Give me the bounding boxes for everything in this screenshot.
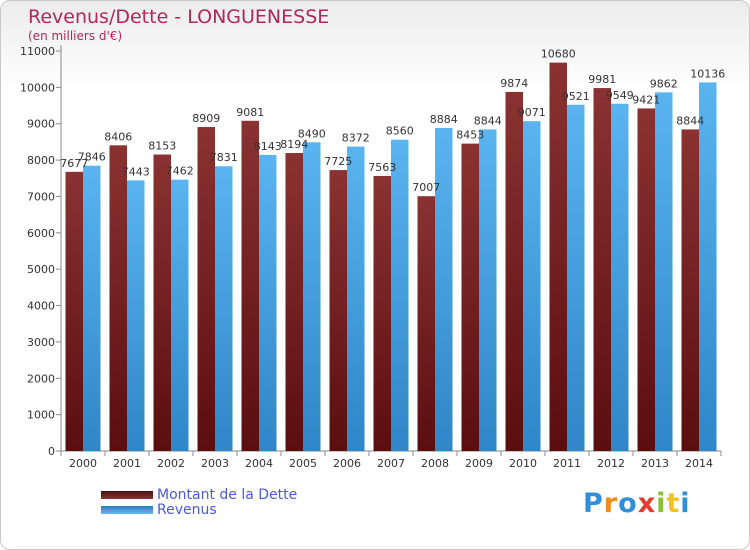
x-tick-label: 2008 <box>421 457 449 470</box>
data-label-revenus-2001: 7443 <box>122 165 150 178</box>
data-label-dette-2011: 10680 <box>541 48 576 61</box>
bar-dette-2006 <box>329 170 347 451</box>
proxiti-logo: Proxiti <box>583 488 691 519</box>
bar-dette-2004 <box>241 120 259 452</box>
bar-dette-2010 <box>505 91 523 451</box>
x-tick-label: 2011 <box>553 457 581 470</box>
y-tick-label: 7000 <box>27 190 55 203</box>
legend-item-revenus: Revenus <box>101 502 217 518</box>
bar-dette-2000 <box>65 171 83 451</box>
legend-swatch-dette <box>101 491 153 499</box>
bar-dette-2012 <box>593 88 611 452</box>
chart-title: Revenus/Dette - LONGUENESSE <box>28 6 330 28</box>
data-label-dette-2009: 8453 <box>456 129 484 142</box>
bar-revenus-2009 <box>479 129 497 451</box>
data-label-dette-2007: 7563 <box>368 161 396 174</box>
data-label-revenus-2014: 10136 <box>690 67 725 80</box>
data-label-revenus-2009: 8844 <box>474 114 502 127</box>
data-label-dette-2005: 8194 <box>280 138 308 151</box>
data-label-dette-2000: 7677 <box>60 157 88 170</box>
y-tick-label: 1000 <box>27 409 55 422</box>
bar-dette-2005 <box>285 153 303 451</box>
x-tick-label: 2000 <box>69 457 97 470</box>
x-tick-label: 2001 <box>113 457 141 470</box>
x-tick-label: 2006 <box>333 457 361 470</box>
data-label-revenus-2010: 9071 <box>518 106 546 119</box>
bar-revenus-2001 <box>127 180 145 451</box>
bar-dette-2003 <box>197 127 215 451</box>
bar-revenus-2010 <box>523 121 541 452</box>
bar-revenus-2014 <box>699 82 717 451</box>
x-tick-label: 2003 <box>201 457 229 470</box>
data-label-dette-2006: 7725 <box>324 155 352 168</box>
y-tick-label: 5000 <box>27 263 55 276</box>
data-label-revenus-2003: 7831 <box>210 151 238 164</box>
x-tick-label: 2010 <box>509 457 537 470</box>
y-tick-label: 4000 <box>27 300 55 313</box>
x-tick-label: 2014 <box>685 457 713 470</box>
chart-subtitle: (en milliers d'€) <box>28 29 123 43</box>
legend-label-revenus: Revenus <box>157 502 217 518</box>
data-label-revenus-2007: 8560 <box>386 125 414 138</box>
legend-item-dette: Montant de la Dette <box>101 487 297 503</box>
bar-dette-2013 <box>637 108 655 451</box>
data-label-revenus-2012: 9549 <box>606 89 634 102</box>
legend-swatch-revenus <box>101 506 153 514</box>
bar-revenus-2008 <box>435 127 453 451</box>
data-label-dette-2003: 8909 <box>192 112 220 125</box>
data-label-revenus-2004: 8143 <box>254 140 282 153</box>
y-tick-label: 6000 <box>27 227 55 240</box>
bar-revenus-2012 <box>611 103 629 451</box>
data-label-dette-2012: 9981 <box>588 73 616 86</box>
x-tick-label: 2007 <box>377 457 405 470</box>
data-label-revenus-2000: 7846 <box>78 151 106 164</box>
bar-revenus-2011 <box>567 104 585 452</box>
data-label-dette-2013: 9421 <box>632 93 660 106</box>
data-label-dette-2002: 8153 <box>148 140 176 153</box>
y-tick-label: 9000 <box>27 118 55 131</box>
bar-revenus-2000 <box>83 165 101 451</box>
data-label-dette-2014: 8844 <box>676 114 704 127</box>
bar-dette-2009 <box>461 143 479 452</box>
x-tick-label: 2002 <box>157 457 185 470</box>
x-tick-label: 2009 <box>465 457 493 470</box>
data-label-revenus-2002: 7462 <box>166 165 194 178</box>
bar-revenus-2003 <box>215 166 233 451</box>
bar-revenus-2013 <box>655 92 673 451</box>
y-tick-label: 11000 <box>20 45 55 58</box>
data-label-dette-2008: 7007 <box>412 181 440 194</box>
data-label-dette-2001: 8406 <box>104 130 132 143</box>
bar-revenus-2005 <box>303 142 321 452</box>
bar-dette-2007 <box>373 175 391 451</box>
y-tick-label: 2000 <box>27 372 55 385</box>
data-label-dette-2004: 9081 <box>236 106 264 119</box>
bar-dette-2014 <box>681 129 699 451</box>
data-label-dette-2010: 9874 <box>500 77 528 90</box>
bar-revenus-2002 <box>171 179 189 451</box>
bar-dette-2008 <box>417 196 435 451</box>
bar-dette-2002 <box>153 154 171 451</box>
y-tick-label: 0 <box>48 445 55 458</box>
data-label-revenus-2008: 8884 <box>430 113 458 126</box>
bar-revenus-2004 <box>259 154 277 451</box>
x-tick-label: 2005 <box>289 457 317 470</box>
x-tick-label: 2004 <box>245 457 273 470</box>
data-label-revenus-2011: 9521 <box>562 90 590 103</box>
bar-revenus-2007 <box>391 139 409 451</box>
data-label-revenus-2013: 9862 <box>650 77 678 90</box>
data-label-revenus-2005: 8490 <box>298 127 326 140</box>
legend-label-dette: Montant de la Dette <box>157 487 298 503</box>
x-tick-label: 2013 <box>641 457 669 470</box>
bar-revenus-2006 <box>347 146 365 451</box>
y-tick-label: 10000 <box>20 81 55 94</box>
y-tick-label: 3000 <box>27 336 55 349</box>
bar-dette-2011 <box>549 62 567 452</box>
bar-dette-2001 <box>109 145 127 451</box>
data-label-revenus-2006: 8372 <box>342 132 370 145</box>
y-tick-label: 8000 <box>27 154 55 167</box>
x-tick-label: 2012 <box>597 457 625 470</box>
